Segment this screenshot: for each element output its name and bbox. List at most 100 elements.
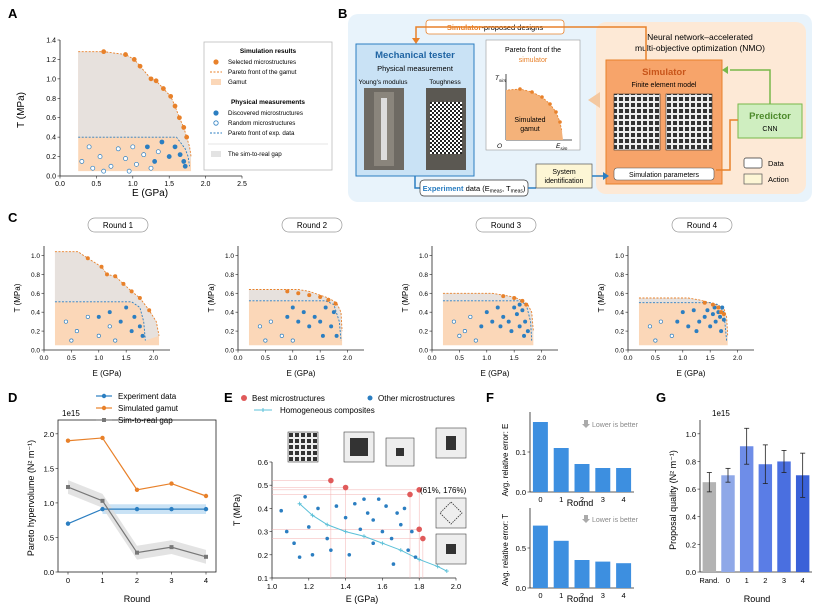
series-point	[100, 506, 105, 512]
x-tick-label: 1.8	[414, 582, 424, 591]
pareto-mini-gamut	[506, 89, 563, 140]
simulator-fem: Finite element model	[632, 82, 697, 89]
f-ylabel-top: Avg. relative error: E	[501, 424, 510, 497]
series-point	[203, 506, 209, 512]
params-to-predictor-line	[716, 119, 738, 171]
round-chart-1: Round 1 0.0 0.5 1.0 1.5 2.0 0.0 0.2 0.4 0.6 0.8 1.0…	[13, 217, 170, 378]
random-point	[86, 144, 92, 150]
y-tick-label: 0.6	[46, 115, 56, 122]
x-tick-label: 1.5	[706, 355, 715, 362]
e-xlabel: E (GPa)	[346, 594, 379, 604]
sim-to-real-gap	[442, 293, 534, 341]
selected-point	[501, 294, 506, 299]
y-tick-label: 1.5	[44, 464, 54, 473]
e-inset-3-core	[396, 448, 404, 456]
x-tick-label: 3	[782, 576, 786, 585]
bar	[721, 475, 735, 572]
series-point	[134, 506, 140, 512]
random-point	[130, 144, 136, 150]
selected-point	[333, 301, 338, 306]
legend-a-title1: Simulation results	[240, 48, 297, 55]
random-point	[108, 163, 114, 169]
bar	[532, 422, 548, 492]
random-point	[69, 338, 74, 343]
other-point	[307, 525, 311, 529]
y-tick-label: 0.4	[419, 310, 428, 317]
legend-a-gamut-marker	[211, 79, 221, 85]
discovered-point	[525, 329, 530, 334]
random-point	[653, 338, 658, 343]
round-xlabel: E (GPa)	[287, 369, 316, 378]
g-exponent: 1e15	[712, 409, 730, 418]
series-point	[204, 554, 208, 559]
random-point	[74, 329, 79, 334]
random-point	[257, 324, 262, 329]
discovered-point	[479, 324, 484, 329]
sim-params-label: Simulation parameters	[629, 172, 700, 179]
random-point	[148, 165, 154, 171]
chart-f: 0 1 2 3 4 0.0 0.1 0 1 2 3 4 0.0 0.5	[516, 412, 634, 600]
round-pill	[671, 217, 733, 233]
round-xlabel: E (GPa)	[481, 369, 510, 378]
series-point	[100, 498, 105, 503]
discovered-point	[166, 154, 172, 159]
x-tick-label: 4	[622, 495, 626, 504]
random-point	[123, 156, 128, 161]
experiment-data-label: Experiment data (Emeas, Tmeas)	[423, 184, 526, 195]
sim-to-real-gap	[78, 51, 192, 167]
legend-e-best-marker	[241, 395, 247, 401]
other-point	[292, 541, 296, 545]
nmo-to-pareto-arrow	[588, 92, 600, 108]
other-point	[343, 515, 348, 520]
best-point	[407, 491, 413, 498]
discovered-point	[140, 333, 145, 338]
x-tick-label: 0.0	[233, 355, 242, 362]
y-tick-label: 1.0	[46, 76, 56, 83]
f-down-arrow-icon-top	[582, 420, 590, 428]
bar	[574, 560, 590, 588]
discovered-point	[509, 329, 514, 334]
x-tick-label: 1	[745, 576, 749, 585]
y-tick-label: 1.0	[686, 430, 696, 439]
round-ylabel: T (MPa)	[13, 283, 22, 312]
other-point	[303, 495, 307, 499]
fem-microstructure-1	[613, 93, 661, 151]
bar	[795, 475, 810, 572]
discovered-point	[512, 305, 517, 310]
selected-point	[148, 76, 154, 82]
other-point	[413, 555, 418, 559]
bar	[616, 563, 632, 588]
sysid-box	[535, 163, 593, 189]
round-title: Round 2	[297, 221, 328, 230]
other-point	[362, 497, 366, 501]
experiment-strong: Experiment	[423, 184, 464, 193]
series-point	[203, 493, 209, 499]
x-tick-label: 2	[135, 576, 139, 585]
random-point	[96, 333, 101, 338]
x-tick-label: 1.5	[122, 355, 131, 362]
y-tick-label: 0.2	[46, 154, 56, 161]
legend-action-label: Action	[768, 175, 789, 184]
discovered-point	[331, 310, 336, 315]
e-inset-5-core	[439, 501, 463, 525]
g-ylabel: Proposal quality (N² m⁻¹)	[668, 450, 678, 550]
random-point	[473, 338, 478, 343]
legend-a-discovered-marker	[213, 110, 219, 116]
other-point	[279, 508, 284, 513]
x-tick-label: 0.0	[55, 181, 65, 188]
x-tick-label: 2.0	[149, 355, 158, 362]
selected-point	[172, 103, 178, 109]
bar	[616, 468, 632, 492]
discovered-point	[514, 312, 519, 317]
discovered-point	[686, 324, 691, 329]
x-tick-label: 1	[100, 576, 104, 585]
legend-a-item4: Discovered microstructures	[228, 110, 303, 117]
discovered-point	[517, 324, 522, 329]
chart-g: Rand. 0 1 2 3 4 0.0 0.2 0.4 0.6 0.8 1.0	[686, 420, 812, 585]
random-point	[63, 319, 68, 324]
y-tick-label: 0.4	[258, 504, 268, 513]
y-tick-label: 0.0	[46, 174, 56, 181]
y-tick-label: 0.2	[615, 329, 624, 336]
discovered-point	[181, 159, 187, 164]
x-tick-label: 4	[801, 576, 805, 585]
